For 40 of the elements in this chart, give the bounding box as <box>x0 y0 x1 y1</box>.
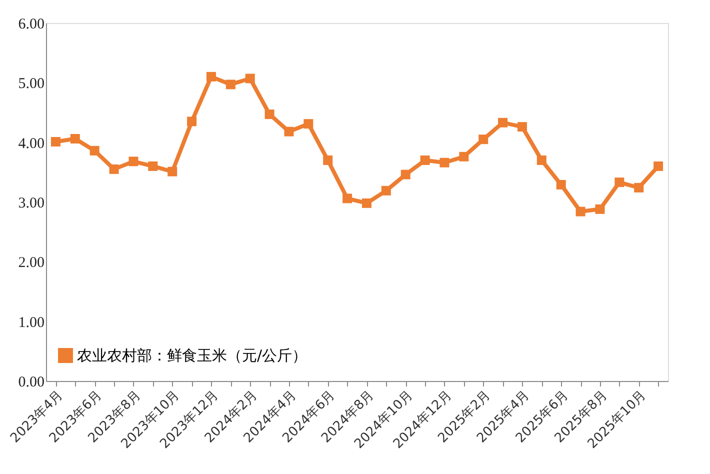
y-tick-label: 2.00 <box>18 255 44 272</box>
point <box>440 158 450 168</box>
point <box>109 164 119 174</box>
point <box>420 155 430 165</box>
point <box>264 110 274 120</box>
point <box>70 134 80 144</box>
y-tick-label: 3.00 <box>18 196 44 212</box>
point <box>226 80 236 90</box>
point <box>245 74 255 84</box>
point <box>556 180 566 190</box>
y-tick-label: 1.00 <box>18 314 44 331</box>
y-tick-label: 4.00 <box>18 136 44 152</box>
point <box>634 182 644 192</box>
point <box>128 156 138 166</box>
point <box>90 146 100 156</box>
point <box>206 72 216 82</box>
point <box>168 166 178 176</box>
point <box>614 178 624 188</box>
point <box>517 122 527 132</box>
point <box>50 136 60 146</box>
point <box>595 204 605 214</box>
point <box>323 155 333 165</box>
point <box>284 126 294 136</box>
point <box>187 116 197 126</box>
y-tick-label: 0.00 <box>18 374 44 390</box>
point <box>576 206 586 216</box>
point <box>478 134 488 144</box>
point <box>362 198 372 208</box>
point <box>536 155 546 165</box>
point <box>400 170 410 180</box>
point <box>304 119 314 129</box>
y-tick-label: 6.00 <box>18 16 44 32</box>
point <box>381 186 391 196</box>
point <box>148 161 158 171</box>
y-tick-label: 5.00 <box>18 76 44 92</box>
point <box>654 161 664 171</box>
legend-label: 农业农村部：鲜食玉米（元/公斤） <box>77 346 308 364</box>
point <box>498 118 508 128</box>
point <box>459 152 469 162</box>
point <box>342 194 352 204</box>
